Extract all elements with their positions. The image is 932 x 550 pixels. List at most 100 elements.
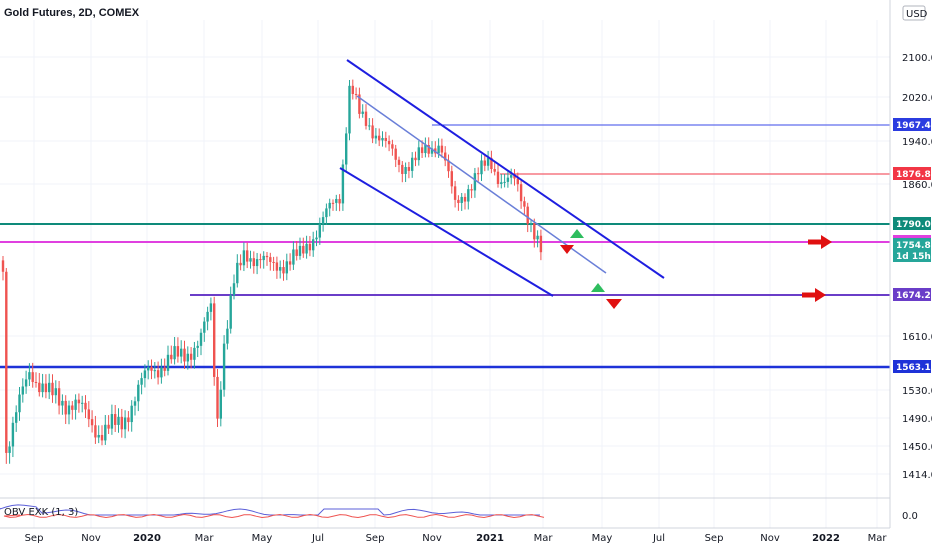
candle-body — [90, 419, 94, 426]
price-badge-label: 1967.4 — [896, 121, 931, 131]
candle-body — [394, 148, 397, 160]
candle-body — [54, 388, 57, 396]
candle-body — [335, 198, 338, 203]
candle-body — [147, 366, 150, 371]
candle-body — [71, 405, 74, 410]
candle-body — [189, 353, 193, 360]
arrow-shaft — [808, 239, 822, 245]
obv-line — [0, 504, 540, 516]
candle-body — [506, 177, 510, 182]
candle-body — [133, 401, 137, 406]
currency-label: USD — [906, 9, 928, 20]
candle-body — [123, 417, 127, 430]
time-tick-label: 2021 — [476, 533, 504, 544]
candle-body — [536, 235, 539, 240]
time-tick-label: Nov — [422, 533, 442, 544]
candle-body — [97, 434, 100, 438]
candle-body — [242, 250, 246, 266]
candle-body — [282, 267, 285, 274]
candle-body — [48, 382, 51, 393]
candle-body — [226, 328, 229, 344]
channel-lines[interactable] — [339, 59, 665, 297]
candle-body — [127, 417, 130, 423]
price-badge-label: 1876.8 — [896, 170, 931, 180]
candle-body — [153, 370, 156, 372]
candle-body — [160, 367, 163, 378]
candle-body — [308, 243, 312, 251]
price-axis[interactable]: 2100.0 2020.0 1940.0 1860.0 1610.0 1530.0 1490… — [889, 0, 932, 528]
candle-body — [196, 345, 199, 348]
candle-body — [354, 94, 358, 96]
candle-body — [272, 261, 275, 263]
time-axis[interactable]: Sep Nov 2020 Mar May Jul Sep Nov 2021 Mar May Jul Se… — [0, 527, 890, 544]
candle-body — [24, 379, 28, 387]
candle-body — [414, 157, 417, 161]
candle-body — [424, 145, 427, 154]
candle-body — [467, 189, 470, 202]
price-badge — [893, 217, 931, 230]
candle-body — [199, 332, 203, 346]
currency-box[interactable] — [902, 5, 926, 21]
candle-body — [473, 173, 477, 191]
candle-body — [18, 394, 21, 413]
candle-body — [94, 425, 97, 438]
candle-body — [486, 157, 490, 166]
candle-body — [166, 354, 170, 371]
candle-body — [312, 239, 315, 251]
candles — [1, 79, 543, 464]
price-badge-label: 1674.2 — [896, 291, 931, 301]
price-tick-label: 1940.0 — [902, 137, 932, 148]
candle-body — [298, 245, 302, 256]
candle-body — [206, 311, 209, 322]
candle-body — [5, 271, 8, 453]
candle-body — [176, 346, 180, 357]
indicator-label: OBV EXK (1, 3) — [4, 507, 78, 518]
candle-body — [117, 416, 120, 425]
price-tick-label: 2020.0 — [902, 93, 932, 104]
candle-body — [222, 343, 226, 390]
candle-body — [275, 262, 279, 271]
channel-upper-line[interactable] — [346, 59, 665, 279]
candle-body — [404, 167, 407, 174]
candle-body — [259, 259, 262, 261]
candle-body — [41, 383, 44, 393]
candle-body — [110, 414, 114, 429]
candle-body — [391, 144, 394, 149]
candle-body — [500, 182, 503, 184]
candle-body — [203, 321, 206, 333]
obv-signal-line — [3, 513, 545, 519]
candle-body — [163, 367, 166, 371]
candle-body — [364, 111, 368, 126]
candle-body — [21, 386, 24, 395]
candle-body — [236, 262, 239, 284]
candle-body — [213, 303, 216, 377]
time-tick-label: Mar — [534, 533, 554, 544]
down-triangle-marker — [560, 245, 574, 254]
candle-body — [348, 85, 351, 134]
candle-body — [8, 446, 11, 453]
candle-body — [170, 354, 173, 360]
candle-body — [173, 346, 176, 360]
candle-body — [447, 160, 450, 172]
channel-lower-line[interactable] — [339, 167, 554, 297]
time-tick-label: Sep — [705, 533, 724, 544]
time-tick-label: 2020 — [133, 533, 161, 544]
candle-body — [104, 424, 107, 441]
time-tick-label: May — [252, 533, 273, 544]
candle-body — [292, 249, 295, 265]
candle-body — [216, 376, 219, 419]
price-badge-sublabel: 1d 15h — [896, 252, 931, 262]
channel-mid-line[interactable] — [356, 95, 607, 274]
candle-body — [444, 152, 447, 161]
candle-body — [44, 383, 48, 393]
candle-body — [427, 145, 430, 154]
price-badge-label: 1754.8 — [896, 241, 931, 251]
candle-body — [510, 175, 513, 178]
chart-title: Gold Futures, 2D, COMEX — [4, 7, 140, 19]
candle-body — [457, 199, 460, 203]
candle-body — [143, 370, 147, 379]
candle-body — [295, 249, 298, 256]
candle-body — [81, 402, 84, 404]
candle-body — [255, 259, 259, 267]
